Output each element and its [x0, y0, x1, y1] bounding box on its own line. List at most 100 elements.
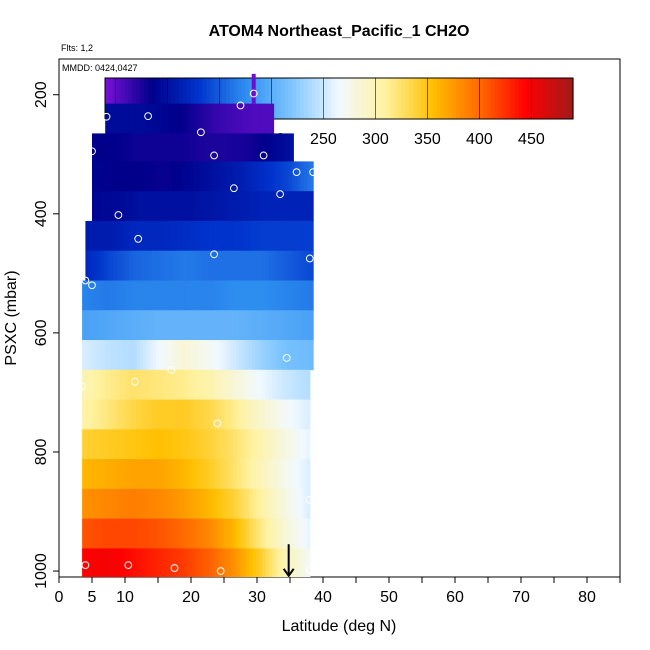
heatmap-cell	[183, 518, 188, 549]
heatmap-cell	[259, 220, 264, 252]
heatmap-cell	[113, 429, 118, 460]
heatmap-cell	[271, 488, 276, 520]
heatmap-cell	[116, 459, 121, 490]
heatmap-cell	[199, 220, 204, 252]
heatmap-cell	[187, 103, 190, 134]
heatmap-cell	[153, 133, 157, 162]
heatmap-cell	[163, 103, 167, 134]
heatmap-cell	[260, 191, 265, 222]
heatmap-cell	[221, 399, 226, 430]
heatmap-cell	[191, 310, 195, 341]
heatmap-cell	[199, 191, 204, 222]
colorbar-segment	[159, 78, 165, 119]
heatmap-cell	[88, 548, 93, 577]
heatmap-cell	[181, 161, 185, 192]
heatmap-cell	[214, 459, 219, 490]
heatmap-cell	[88, 369, 93, 400]
heatmap-cell	[281, 220, 286, 252]
colorbar-segment	[491, 78, 496, 119]
heatmap-cell	[110, 548, 115, 577]
heatmap-cell	[138, 191, 142, 222]
heatmap-cell	[104, 191, 108, 222]
heatmap-cell	[132, 548, 137, 577]
heatmap-cell	[257, 161, 262, 192]
heatmap-cell	[191, 340, 195, 371]
heatmap-cell	[284, 340, 289, 371]
heatmap-cell	[180, 459, 184, 490]
heatmap-cell	[139, 310, 144, 341]
heatmap-cell	[192, 488, 197, 520]
heatmap-cell	[154, 399, 159, 430]
heatmap-cell	[249, 459, 254, 490]
heatmap-cell	[184, 340, 189, 371]
heatmap-cell	[101, 518, 105, 549]
heatmap-cell	[300, 191, 305, 222]
y-axis-label: PSXC (mbar)	[3, 270, 20, 365]
heatmap-cell	[259, 369, 263, 400]
heatmap-cell	[205, 220, 210, 252]
heatmap-cell	[211, 250, 216, 281]
heatmap-cell	[110, 220, 115, 252]
heatmap-cell	[281, 399, 286, 430]
colorbar-segment	[393, 78, 399, 119]
colorbar-segment	[245, 78, 250, 119]
heatmap-cell	[148, 250, 153, 281]
heatmap-cell	[282, 133, 286, 162]
heatmap-cell	[189, 488, 194, 520]
heatmap-cell	[211, 220, 216, 252]
heatmap-cell	[173, 369, 178, 400]
heatmap-cell	[135, 488, 140, 520]
heatmap-cell	[227, 161, 231, 192]
heatmap-cell	[171, 191, 176, 222]
heatmap-cell	[141, 161, 145, 192]
sample-point	[170, 564, 179, 572]
colorbar-segment	[179, 78, 184, 119]
heatmap-cell	[173, 488, 178, 520]
heatmap-cell	[198, 103, 202, 134]
heatmap-cell	[291, 191, 296, 222]
heatmap-cell	[252, 459, 257, 490]
heatmap-cell	[245, 310, 250, 341]
heatmap-cell	[281, 488, 286, 520]
heatmap-cell	[139, 133, 143, 162]
heatmap-cell	[227, 429, 232, 460]
heatmap-cell	[184, 161, 188, 192]
heatmap-cell	[97, 488, 102, 520]
heatmap-cell	[256, 488, 260, 520]
heatmap-cell	[271, 518, 276, 549]
heatmap-cell	[211, 429, 216, 460]
sample-point	[236, 101, 245, 110]
heatmap-cell	[182, 103, 186, 134]
heatmap-cell	[306, 459, 311, 490]
heatmap-cell	[125, 161, 130, 192]
heatmap-cell	[274, 280, 279, 311]
heatmap-cell	[170, 518, 175, 549]
heatmap-cell	[107, 399, 112, 430]
heatmap-cell	[226, 340, 231, 371]
heatmap-cell	[82, 340, 86, 371]
heatmap-cell	[221, 250, 226, 281]
heatmap-cell	[123, 518, 127, 549]
x-tick-label: 0	[55, 589, 64, 606]
colorbar-segment	[537, 78, 543, 119]
heatmap-cell	[262, 220, 267, 252]
heatmap-cell	[199, 488, 203, 520]
heatmap-cell	[91, 280, 96, 311]
heatmap-cell	[219, 103, 223, 134]
colorbar-segment	[401, 78, 406, 119]
heatmap-cell	[284, 250, 289, 281]
colorbar-segment	[296, 78, 301, 119]
heatmap-cell	[186, 488, 191, 520]
heatmap-cell	[181, 133, 185, 162]
heatmap-cell	[237, 250, 241, 281]
heatmap-cell	[129, 369, 134, 400]
heatmap-cell	[210, 280, 215, 311]
heatmap-cell	[259, 103, 263, 134]
heatmap-cell	[230, 250, 235, 281]
heatmap-cell	[229, 310, 234, 341]
heatmap-cell	[217, 133, 222, 162]
arrow-head	[282, 568, 295, 578]
heatmap-cell	[192, 518, 197, 549]
heatmap-cell	[132, 488, 137, 520]
heatmap-cell	[275, 518, 279, 549]
